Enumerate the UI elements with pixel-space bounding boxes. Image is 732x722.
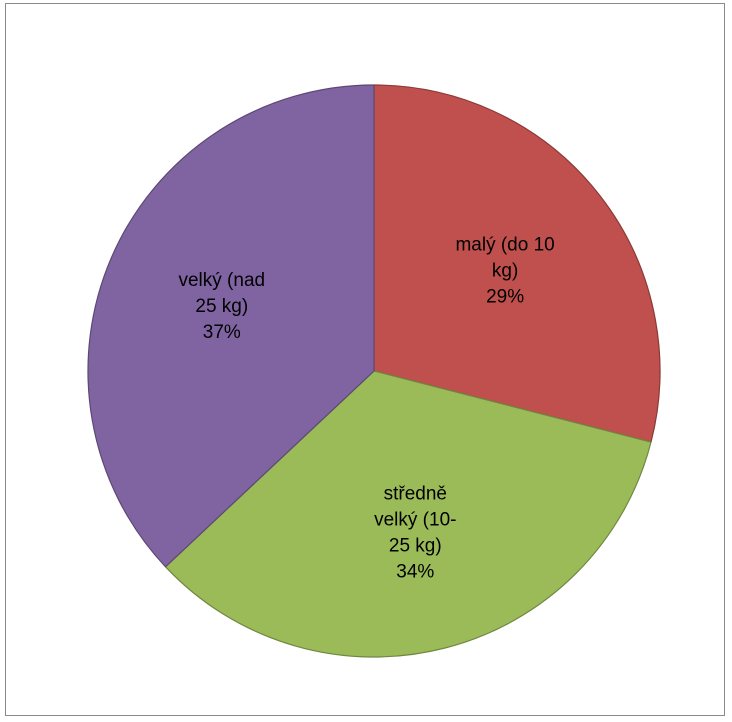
slice-1-label-line: malý (do 10 (455, 234, 554, 255)
pie-slice-3 (87, 84, 375, 568)
pie-slice-1 (373, 84, 661, 443)
pie-slice-2 (164, 370, 652, 658)
pie-labels: malý (do 10 kg) 29% středně velký (10- 25 kg)… (178, 234, 554, 582)
slice-3-label-line: velký (nad (178, 270, 265, 291)
pie-slices (87, 84, 661, 658)
slice-1-percent-label: 29% (486, 286, 524, 307)
slice-2-percent-label: 34% (396, 562, 434, 583)
slice-3-percent-label: 37% (203, 322, 241, 343)
slice-1-label-line: kg) (492, 260, 518, 281)
slice-2-label-line: velký (10- (374, 510, 456, 531)
slice-2-label-line: 25 kg) (389, 536, 442, 557)
slice-3-label-line: 25 kg) (195, 296, 248, 317)
slice-2-label-line: středně (384, 484, 447, 505)
